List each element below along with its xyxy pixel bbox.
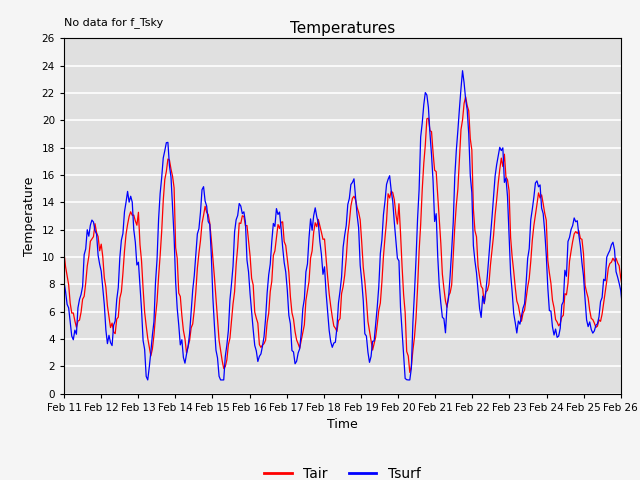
Tsurf — [99, 285, 107, 291]
Tsurf — [144, 377, 152, 383]
Title: Temperatures: Temperatures — [290, 21, 395, 36]
Tair — [462, 94, 470, 100]
Tair — [99, 253, 107, 259]
Tair — [365, 328, 373, 334]
Tair — [406, 370, 413, 375]
Y-axis label: Temperature: Temperature — [23, 176, 36, 256]
Tair — [575, 228, 582, 234]
Tsurf — [80, 252, 88, 258]
Legend: Tair, Tsurf: Tair, Tsurf — [259, 461, 426, 480]
Line: Tair: Tair — [64, 97, 640, 372]
Text: No data for f_Tsky: No data for f_Tsky — [64, 17, 163, 28]
X-axis label: Time: Time — [327, 418, 358, 431]
Tair — [60, 250, 68, 255]
Tsurf — [60, 279, 68, 285]
Tsurf — [459, 68, 467, 73]
Tair — [80, 293, 88, 299]
Tsurf — [486, 234, 494, 240]
Line: Tsurf: Tsurf — [64, 71, 640, 380]
Tsurf — [367, 354, 375, 360]
Tsurf — [575, 232, 582, 238]
Tair — [486, 262, 494, 268]
